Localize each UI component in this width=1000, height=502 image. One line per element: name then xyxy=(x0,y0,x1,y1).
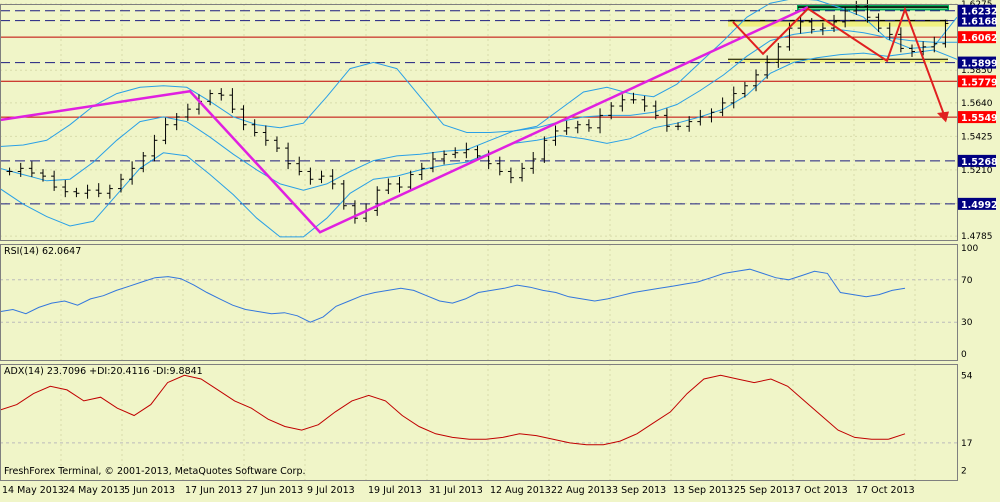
x-axis-tick: 31 Jul 2013 xyxy=(429,485,483,496)
adx-label: ADX(14) 23.7096 +DI:20.4116 -DI:9.8841 xyxy=(4,366,203,377)
x-axis-tick: 12 Aug 2013 xyxy=(490,485,551,496)
price-level-label: 1.6232 xyxy=(961,7,998,18)
price-level-label: 1.5549 xyxy=(961,113,998,124)
adx-axis-tick: 17 xyxy=(961,439,972,449)
price-axis-tick: 1.4785 xyxy=(961,232,993,242)
rsi-axis-tick: 100 xyxy=(961,244,978,254)
price-axis-tick: 1.5640 xyxy=(961,99,993,109)
horizontal-levels xyxy=(0,10,957,205)
price-level-label: 1.5779 xyxy=(961,77,998,88)
x-axis-tick: 17 Jun 2013 xyxy=(185,485,242,496)
adx-series xyxy=(0,374,906,446)
bollinger-lower xyxy=(0,49,958,238)
rsi-series xyxy=(0,268,906,323)
panel-frame xyxy=(0,4,958,241)
panel-frame xyxy=(0,364,958,481)
x-axis-tick: 22 Aug 2013 xyxy=(551,485,612,496)
grid-lines xyxy=(0,3,957,480)
price-axis-tick: 1.5210 xyxy=(961,166,993,176)
rsi-axis-tick: 30 xyxy=(961,318,973,328)
price-level-label: 1.5899 xyxy=(961,59,998,70)
magenta-trendline xyxy=(0,5,809,234)
x-axis-tick: 3 Sep 2013 xyxy=(612,485,666,496)
bollinger-bands xyxy=(0,0,958,238)
rsi-axis-tick: 0 xyxy=(961,350,967,360)
x-axis-tick: 17 Oct 2013 xyxy=(856,485,915,496)
adx-axis-tick: 54 xyxy=(961,371,973,381)
x-axis-tick: 27 Jun 2013 xyxy=(246,485,303,496)
down-arrow-icon xyxy=(937,111,949,123)
bollinger-upper xyxy=(0,0,958,147)
price-level-badge xyxy=(958,75,996,88)
price-level-badge xyxy=(958,111,996,124)
x-axis-tick: 14 May 2013 xyxy=(2,485,64,496)
price-axis-tick: 1.5850 xyxy=(961,66,993,76)
rsi-line xyxy=(0,268,906,323)
price-level-badge xyxy=(958,56,996,69)
price-level-badge xyxy=(958,4,996,17)
x-axis-tick: 5 Jun 2013 xyxy=(124,485,175,496)
rsi-axis-tick: 70 xyxy=(961,276,973,286)
price-level-badge xyxy=(958,31,996,44)
x-axis-tick: 13 Sep 2013 xyxy=(673,485,733,496)
channel-yellow-upper xyxy=(728,20,948,27)
price-axis-tick: 1.5425 xyxy=(961,132,993,142)
adx-axis-tick: 2 xyxy=(961,466,967,476)
price-level-badge xyxy=(958,197,996,210)
price-level-label: 1.6062 xyxy=(961,33,998,44)
rsi-label: RSI(14) 62.0647 xyxy=(4,246,81,257)
channel-yellow-lower xyxy=(728,58,948,63)
adx-line xyxy=(0,374,906,446)
price-level-label: 1.4992 xyxy=(961,200,998,211)
trend-lines xyxy=(0,5,949,234)
panel-frame xyxy=(0,244,958,361)
price-level-label: 1.5268 xyxy=(961,157,998,168)
copyright-text: FreshForex Terminal, © 2001-2013, MetaQu… xyxy=(4,466,306,477)
price-level-badge xyxy=(958,14,996,27)
price-bars xyxy=(6,0,949,224)
x-axis-tick: 19 Jul 2013 xyxy=(368,485,422,496)
channel-boxes xyxy=(728,5,949,63)
x-axis-tick: 25 Sep 2013 xyxy=(734,485,794,496)
x-axis-tick: 7 Oct 2013 xyxy=(795,485,848,496)
x-axis-tick: 24 May 2013 xyxy=(63,485,125,496)
red-pattern-line xyxy=(732,6,947,121)
price-level-badge xyxy=(958,154,996,167)
bollinger-middle xyxy=(0,29,957,191)
price-level-label: 1.6168 xyxy=(961,17,998,28)
x-axis-tick: 9 Jul 2013 xyxy=(307,485,355,496)
panel-frames xyxy=(0,4,958,481)
